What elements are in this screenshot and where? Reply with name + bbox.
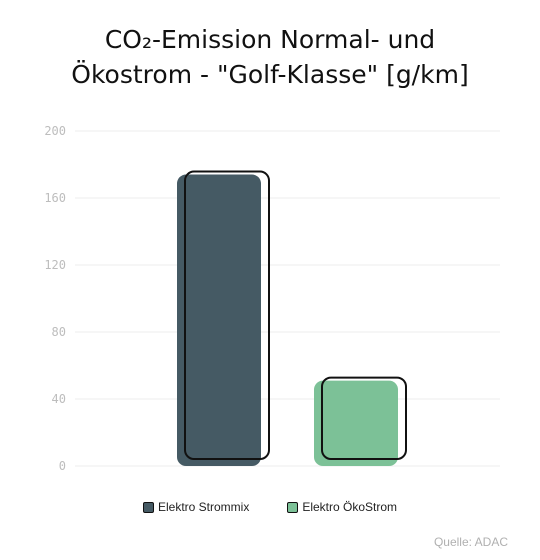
bar-oekostrom-fill <box>314 380 398 466</box>
y-tick-label: 0 <box>59 459 66 473</box>
chart-title: CO₂-Emission Normal- und Ökostrom - "Gol… <box>0 22 540 92</box>
y-tick-label: 40 <box>52 392 66 406</box>
gridlines <box>75 130 500 467</box>
bar-oekostrom <box>314 376 407 466</box>
y-axis-ticks: 0 40 80 120 160 200 <box>44 124 66 473</box>
bar-strommix-fill <box>177 174 261 467</box>
bar-chart: 0 40 80 120 160 200 <box>44 124 500 473</box>
bar-strommix <box>177 170 270 467</box>
bars <box>177 170 407 467</box>
chart-title-line-1: CO₂-Emission Normal- und <box>104 25 436 54</box>
y-tick-label: 80 <box>52 325 66 339</box>
y-tick-label: 200 <box>44 124 66 138</box>
legend-item-strommix: Elektro Strommix <box>142 500 250 514</box>
chart-title-line-2: Ökostrom - "Golf-Klasse" [g/km] <box>71 60 469 89</box>
y-tick-label: 120 <box>44 258 66 272</box>
legend: Elektro Strommix Elektro ÖkoStrom <box>0 500 540 514</box>
legend-swatch-oekostrom <box>287 501 299 513</box>
y-tick-label: 160 <box>44 191 66 205</box>
legend-item-oekostrom: Elektro ÖkoStrom <box>287 500 397 514</box>
legend-label-strommix: Elektro Strommix <box>157 500 250 514</box>
legend-label-oekostrom: Elektro ÖkoStrom <box>302 500 398 514</box>
legend-swatch-strommix <box>142 501 154 513</box>
bar-oekostrom-outline <box>321 376 407 461</box>
source-note: Quelle: ADAC <box>433 535 508 549</box>
bar-strommix-outline <box>184 170 270 461</box>
